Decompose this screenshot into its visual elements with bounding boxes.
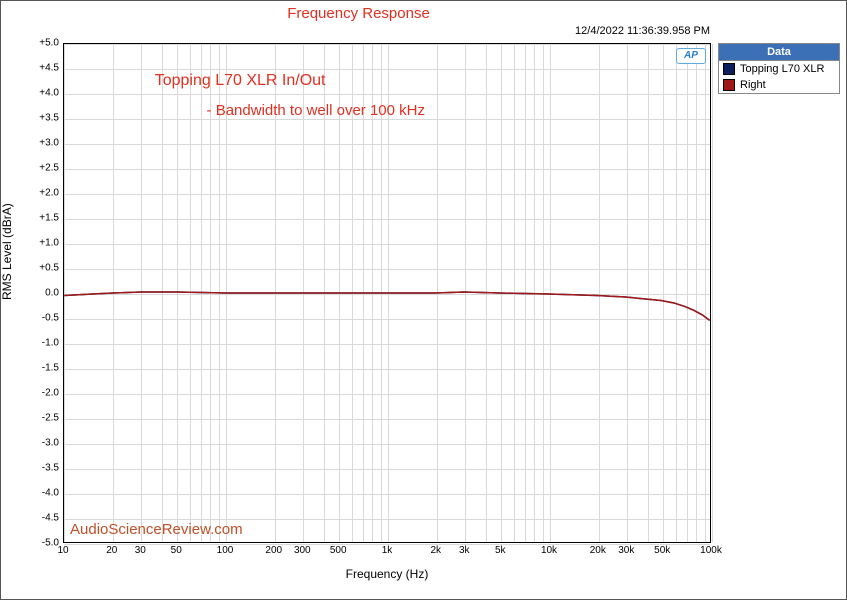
plot-area: Topping L70 XLR In/Out- Bandwidth to wel… — [63, 43, 711, 543]
x-tick-label: 100 — [217, 545, 234, 556]
x-tick-label: 300 — [294, 545, 311, 556]
series-line — [64, 292, 709, 320]
x-tick-label: 1k — [382, 545, 393, 556]
y-tick-label: +4.0 — [19, 88, 59, 99]
y-tick-label: +4.5 — [19, 63, 59, 74]
x-tick-label: 5k — [495, 545, 506, 556]
legend-item: Topping L70 XLR — [719, 61, 839, 77]
x-tick-label: 500 — [330, 545, 347, 556]
x-tick-label: 30k — [618, 545, 634, 556]
y-tick-label: -2.5 — [19, 413, 59, 424]
x-tick-label: 10k — [541, 545, 557, 556]
timestamp: 12/4/2022 11:36:39.958 PM — [575, 25, 710, 37]
gridline-v — [712, 44, 713, 542]
y-tick-label: -2.0 — [19, 388, 59, 399]
y-tick-label: +3.5 — [19, 113, 59, 124]
y-tick-label: -4.0 — [19, 488, 59, 499]
x-tick-label: 2k — [430, 545, 441, 556]
legend-item-label: Topping L70 XLR — [740, 63, 824, 75]
y-tick-label: +1.5 — [19, 213, 59, 224]
watermark: AudioScienceReview.com — [70, 521, 243, 538]
line-layer — [64, 44, 710, 542]
y-tick-label: -3.5 — [19, 463, 59, 474]
chart-container: Frequency Response 12/4/2022 11:36:39.95… — [0, 0, 847, 600]
y-tick-label: -1.0 — [19, 338, 59, 349]
legend-item-label: Right — [740, 79, 766, 91]
legend-item: Right — [719, 77, 839, 93]
y-tick-label: +2.0 — [19, 188, 59, 199]
legend-header: Data — [719, 44, 839, 61]
x-tick-label: 100k — [700, 545, 722, 556]
legend-swatch-icon — [723, 79, 735, 91]
y-tick-label: +2.5 — [19, 163, 59, 174]
x-tick-label: 200 — [265, 545, 282, 556]
x-tick-label: 50k — [654, 545, 670, 556]
ap-logo-icon: AP — [676, 48, 706, 64]
y-tick-label: -3.0 — [19, 438, 59, 449]
y-tick-label: +5.0 — [19, 38, 59, 49]
y-tick-label: +1.0 — [19, 238, 59, 249]
x-tick-label: 50 — [171, 545, 182, 556]
plot-wrap: RMS Level (dBrA) Topping L70 XLR In/Out-… — [13, 43, 713, 583]
x-tick-label: 30 — [135, 545, 146, 556]
legend: Data Topping L70 XLR Right — [718, 43, 840, 94]
x-tick-label: 10 — [57, 545, 68, 556]
y-tick-label: -1.5 — [19, 363, 59, 374]
y-axis-label: RMS Level (dBrA) — [0, 203, 14, 300]
chart-title: Frequency Response — [1, 5, 716, 22]
y-tick-label: 0.0 — [19, 288, 59, 299]
x-axis-label: Frequency (Hz) — [63, 567, 711, 581]
legend-swatch-icon — [723, 63, 735, 75]
x-tick-label: 3k — [459, 545, 470, 556]
x-tick-label: 20 — [106, 545, 117, 556]
y-tick-label: +3.0 — [19, 138, 59, 149]
y-tick-label: -4.5 — [19, 513, 59, 524]
y-tick-label: -5.0 — [19, 538, 59, 549]
x-tick-label: 20k — [590, 545, 606, 556]
chart-title-text: Frequency Response — [287, 5, 430, 22]
y-tick-label: +0.5 — [19, 263, 59, 274]
y-tick-label: -0.5 — [19, 313, 59, 324]
